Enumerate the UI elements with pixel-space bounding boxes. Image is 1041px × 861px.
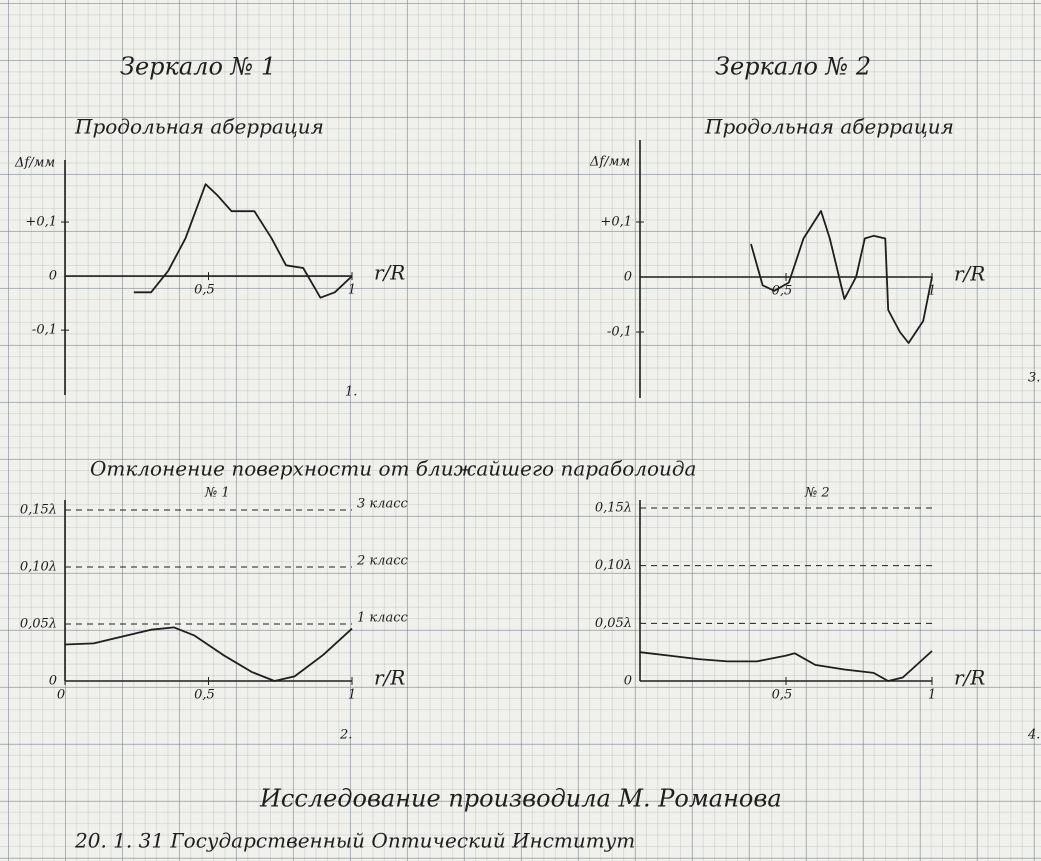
class-annotation: 2 класс bbox=[356, 554, 408, 569]
figure-number: 2. bbox=[339, 728, 352, 743]
y-tick-label: 0 bbox=[49, 269, 57, 284]
y-tick-label: 0,05λ bbox=[595, 616, 632, 631]
y-tick-label: +0,1 bbox=[25, 215, 57, 230]
x-axis-label: r/R bbox=[954, 262, 985, 286]
y-tick-label: 0,15λ bbox=[595, 501, 632, 516]
y-tick-label: 0,10λ bbox=[595, 558, 632, 573]
y-tick-label: 0,05λ bbox=[20, 617, 57, 632]
graph-paper: Отклонение поверхности от ближайшего пар… bbox=[0, 0, 1041, 861]
x-axis-label: r/R bbox=[374, 261, 405, 285]
x-tick-label: 0 bbox=[57, 688, 65, 703]
x-tick-label: 0,5 bbox=[772, 688, 793, 703]
figure-number: 3. bbox=[1028, 371, 1040, 386]
y-tick-label: 0,10λ bbox=[20, 560, 57, 575]
x-axis-label: r/R bbox=[954, 666, 985, 690]
y-tick-label: +0,1 bbox=[600, 215, 632, 230]
figure-number: 1. bbox=[345, 385, 357, 400]
x-tick-label: 1 bbox=[348, 688, 356, 703]
x-tick-label: 0,5 bbox=[194, 283, 215, 298]
y-tick-label: 0 bbox=[624, 674, 632, 689]
class-annotation: 1 класс bbox=[357, 611, 408, 626]
chart-title: № 1 bbox=[204, 486, 230, 501]
footer: 20. 1. 31 Государственный Оптический Инс… bbox=[74, 829, 635, 853]
data-line bbox=[640, 651, 932, 681]
class-annotation: 3 класс bbox=[357, 497, 408, 512]
x-tick-label: 1 bbox=[348, 283, 356, 298]
data-line bbox=[65, 627, 352, 681]
y-axis-label: Δf/мм bbox=[14, 156, 55, 171]
y-tick-label: -0,1 bbox=[607, 325, 632, 340]
y-axis-label: Δf/мм bbox=[589, 155, 630, 170]
y-tick-label: 0 bbox=[624, 270, 632, 285]
data-line bbox=[134, 184, 352, 298]
deviation-heading: Отклонение поверхности от ближайшего пар… bbox=[90, 457, 696, 481]
y-tick-label: -0,1 bbox=[32, 323, 57, 338]
figure-number: 4. bbox=[1027, 728, 1040, 743]
chart-title: Зеркало № 2 bbox=[715, 53, 871, 81]
y-tick-label: 0,15λ bbox=[20, 503, 57, 518]
chart-subtitle: Продольная аберрация bbox=[74, 115, 324, 139]
chart-title: № 2 bbox=[804, 486, 830, 501]
x-axis-label: r/R bbox=[374, 666, 405, 690]
document: Отклонение поверхности от ближайшего пар… bbox=[0, 0, 1041, 861]
x-tick-label: 1 bbox=[928, 688, 936, 703]
x-tick-label: 0,5 bbox=[194, 688, 215, 703]
chart-subtitle: Продольная аберрация bbox=[704, 115, 954, 139]
chart-title: Зеркало № 1 bbox=[120, 53, 276, 81]
signature: Исследование производила М. Романова bbox=[259, 785, 782, 813]
y-tick-label: 0 bbox=[49, 674, 57, 689]
